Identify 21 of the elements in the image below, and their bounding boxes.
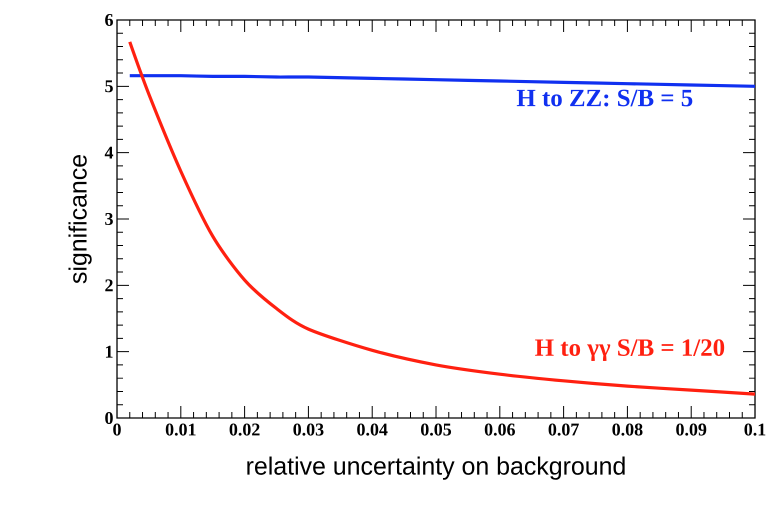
x-tick-label: 0.02 [230, 424, 260, 436]
x-tick-label: 0.04 [357, 424, 388, 436]
y-tick-label: 3 [105, 212, 113, 226]
y-tick-label: 5 [105, 80, 113, 92]
y-tick-label: 1 [106, 346, 113, 358]
y-tick-label: 0 [105, 412, 113, 424]
x-tick-label: 0.01 [166, 424, 196, 436]
x-tick-label: 0.09 [676, 424, 706, 436]
x-tick-label: 0.06 [484, 424, 515, 436]
x-tick-label: 0.05 [421, 424, 452, 436]
x-tick-label: 0.03 [293, 424, 324, 436]
x-tick-label: 0.07 [548, 424, 579, 436]
x-axis-title: relative uncertainty on background [247, 456, 625, 480]
y-axis-title: significance [68, 155, 92, 284]
y-tick-label: 4 [104, 146, 114, 159]
y-tick-label: 6 [105, 14, 113, 26]
x-tick-label: 0.08 [612, 424, 643, 436]
series-label: H to γγ S/B = 1/20 [535, 339, 724, 362]
x-tick-label: 0.1 [744, 424, 766, 436]
series-label: H to ZZ: S/B = 5 [516, 90, 692, 106]
y-tick-label: 2 [105, 279, 113, 292]
